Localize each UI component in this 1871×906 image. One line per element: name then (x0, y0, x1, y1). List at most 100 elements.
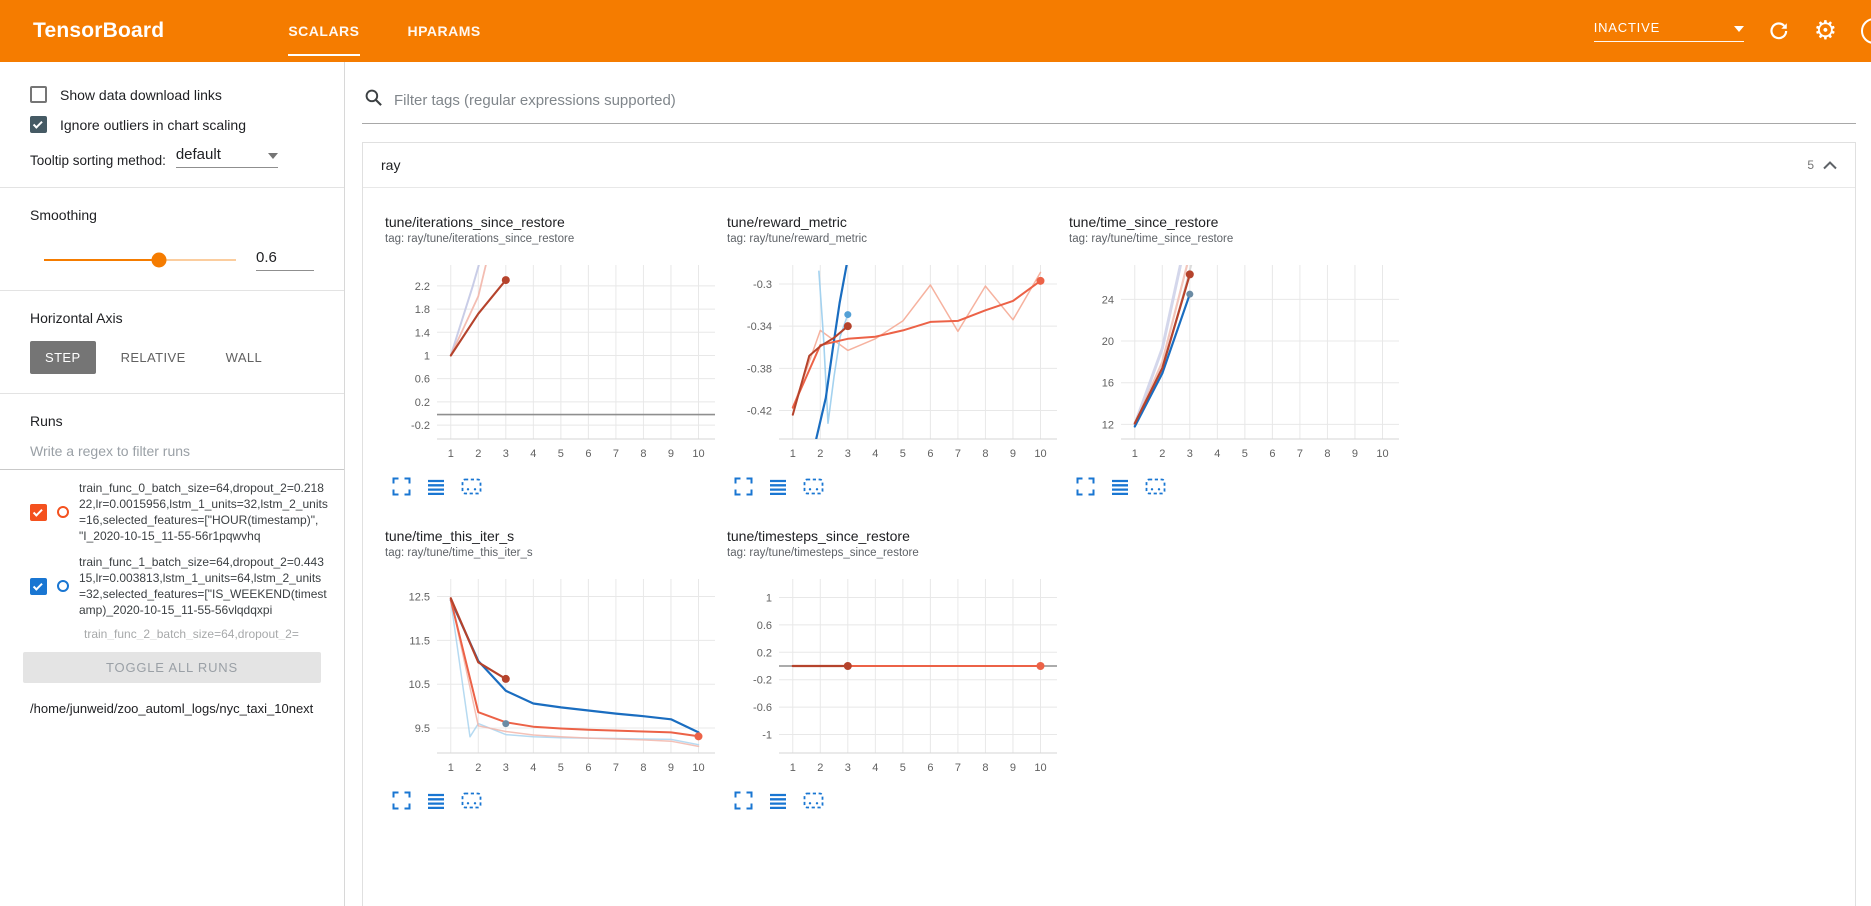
header-controls: INACTIVE ⚙ (1593, 18, 1871, 44)
svg-text:2: 2 (1159, 448, 1165, 460)
chart-card: tune/time_this_iter_s tag: ray/tune/time… (385, 528, 727, 810)
expand-chart-icon[interactable] (734, 791, 753, 810)
run-checkbox[interactable] (30, 577, 47, 595)
fit-domain-icon[interactable] (769, 479, 787, 495)
svg-text:1: 1 (1132, 448, 1138, 460)
svg-text:7: 7 (613, 448, 619, 460)
checkbox-unchecked-icon[interactable] (30, 86, 47, 103)
axis-relative-button[interactable]: RELATIVE (106, 341, 201, 374)
runs-label: Runs (30, 413, 63, 429)
svg-text:6: 6 (585, 448, 591, 460)
tooltip-sort-row: Tooltip sorting method: default (30, 146, 314, 168)
tag-group-title: ray (381, 157, 401, 173)
fit-domain-icon[interactable] (1111, 479, 1129, 495)
chart-title: tune/timesteps_since_restore (727, 528, 910, 544)
svg-text:4: 4 (872, 762, 878, 774)
chart-card: tune/iterations_since_restore tag: ray/t… (385, 214, 727, 496)
svg-text:10: 10 (692, 448, 704, 460)
chart-toolbar (734, 791, 1069, 810)
chart-title: tune/reward_metric (727, 214, 847, 230)
tooltip-sort-label: Tooltip sorting method: (30, 153, 166, 168)
runs-filter-input[interactable] (0, 431, 344, 470)
svg-text:7: 7 (955, 448, 961, 460)
svg-text:9: 9 (1010, 762, 1016, 774)
app-header: TensorBoard SCALARS HPARAMS INACTIVE ⚙ (0, 0, 1871, 62)
svg-text:3: 3 (845, 762, 851, 774)
sidebar: Show data download links Ignore outliers… (0, 62, 345, 906)
reload-status-select[interactable]: INACTIVE (1593, 20, 1744, 42)
show-download-links-row[interactable]: Show data download links (30, 86, 314, 103)
charts-grid: tune/iterations_since_restore tag: ray/t… (363, 188, 1855, 870)
divider (0, 290, 344, 291)
run-checkbox[interactable] (30, 503, 47, 521)
chart-canvas[interactable]: 1 2 3 4 5 6 7 8 9 10 9.5 10.5 11.5 12.5 (385, 571, 727, 783)
svg-text:-1: -1 (762, 730, 772, 742)
expand-chart-icon[interactable] (1076, 477, 1095, 496)
svg-text:0.6: 0.6 (757, 620, 772, 632)
dropdown-arrow-icon (1733, 20, 1744, 35)
svg-text:10: 10 (1376, 448, 1388, 460)
tab-scalars[interactable]: SCALARS (264, 0, 383, 62)
tooltip-sort-select[interactable]: default (175, 146, 278, 168)
svg-text:1.4: 1.4 (415, 327, 430, 339)
chart-title: tune/iterations_since_restore (385, 214, 565, 230)
ignore-outliers-row[interactable]: Ignore outliers in chart scaling (30, 116, 314, 133)
svg-text:2: 2 (817, 448, 823, 460)
check-icon (32, 118, 43, 129)
expand-chart-icon[interactable] (734, 477, 753, 496)
chart-title: tune/time_since_restore (1069, 214, 1219, 230)
expand-chart-icon[interactable] (392, 791, 411, 810)
run-name: train_func_2_batch_size=64,dropout_2= (84, 627, 299, 640)
svg-text:7: 7 (1297, 448, 1303, 460)
svg-text:5: 5 (558, 448, 564, 460)
svg-text:9.5: 9.5 (415, 723, 430, 735)
pin-card-icon[interactable] (461, 792, 482, 809)
smoothing-slider[interactable] (44, 252, 236, 268)
chart-canvas[interactable]: 1 2 3 4 5 6 7 8 9 10 -0.42 -0.38 -0.34 -0.3 (727, 257, 1069, 469)
svg-text:20: 20 (1102, 336, 1114, 348)
pin-card-icon[interactable] (461, 478, 482, 495)
axis-step-button[interactable]: STEP (30, 341, 96, 374)
chart-card: tune/reward_metric tag: ray/tune/reward_… (727, 214, 1069, 496)
chart-tag: tag: ray/tune/time_since_restore (1069, 233, 1234, 245)
toggle-all-runs-button[interactable]: TOGGLE ALL RUNS (23, 652, 321, 683)
fit-domain-icon[interactable] (769, 793, 787, 809)
fit-domain-icon[interactable] (427, 793, 445, 809)
chevron-up-icon[interactable] (1823, 157, 1837, 173)
help-icon[interactable] (1861, 18, 1871, 44)
run-color-radio-icon[interactable] (57, 580, 69, 592)
svg-text:1: 1 (424, 350, 430, 362)
tag-filter-input[interactable] (394, 91, 1852, 109)
run-item[interactable]: train_func_1_batch_size=64,dropout_2=0.4… (0, 544, 344, 618)
smoothing-slider-thumb[interactable] (151, 252, 167, 268)
horizontal-axis-buttons: STEP RELATIVE WALL (30, 341, 314, 374)
refresh-icon[interactable] (1768, 20, 1790, 42)
svg-text:8: 8 (982, 448, 988, 460)
checkbox-checked-icon[interactable] (30, 116, 47, 133)
tag-group-header[interactable]: ray 5 (363, 143, 1855, 188)
chart-canvas[interactable]: 1 2 3 4 5 6 7 8 9 10 -1 -0.6 -0.2 0.2 0.6 1 (727, 571, 1069, 783)
pin-card-icon[interactable] (1145, 478, 1166, 495)
page-body: Show data download links Ignore outliers… (0, 62, 1871, 906)
run-item[interactable]: train_func_2_batch_size=64,dropout_2= (0, 618, 344, 640)
fit-domain-icon[interactable] (427, 479, 445, 495)
axis-wall-button[interactable]: WALL (211, 341, 278, 374)
svg-text:16: 16 (1102, 378, 1114, 390)
settings-icon[interactable]: ⚙ (1814, 18, 1837, 44)
svg-text:24: 24 (1102, 294, 1114, 306)
tab-hparams[interactable]: HPARAMS (407, 23, 481, 39)
expand-chart-icon[interactable] (392, 477, 411, 496)
tag-filter-bar (362, 88, 1856, 124)
run-color-radio-icon[interactable] (57, 506, 69, 518)
chart-canvas[interactable]: 1 2 3 4 5 6 7 8 9 10 12 16 20 24 (1069, 257, 1411, 469)
pin-card-icon[interactable] (803, 792, 824, 809)
divider (0, 393, 344, 394)
svg-text:2: 2 (475, 448, 481, 460)
svg-text:5: 5 (900, 448, 906, 460)
run-item[interactable]: train_func_0_batch_size=64,dropout_2=0.2… (0, 470, 344, 544)
app-title: TensorBoard (33, 19, 165, 42)
pin-card-icon[interactable] (803, 478, 824, 495)
chart-canvas[interactable]: 1 2 3 4 5 6 7 8 9 10 -0.2 0.2 0.6 1 1.4 1.8 2.2 (385, 257, 727, 469)
svg-text:6: 6 (1269, 448, 1275, 460)
smoothing-value-input[interactable]: 0.6 (256, 249, 314, 271)
